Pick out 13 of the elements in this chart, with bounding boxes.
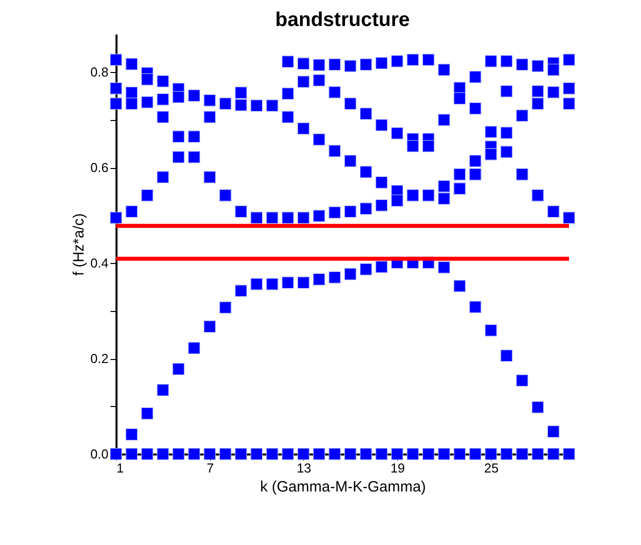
x-tick-label: 19	[390, 460, 405, 476]
y-tick-label: 0.2	[90, 351, 108, 366]
x-tick-label: 25	[484, 460, 499, 476]
y-tick-label: 0.6	[90, 160, 108, 176]
x-tick-label: 13	[296, 460, 312, 476]
y-tick-label: 0.0	[90, 446, 108, 462]
x-tick-label: 7	[206, 460, 214, 476]
y-tick-label: 0.8	[90, 64, 108, 80]
y-tick-label: 0.4	[90, 256, 108, 271]
x-axis-title: k (Gamma-M-K-Gamma)	[260, 478, 426, 496]
y-axis-title: f (Hz*a/c)	[70, 213, 88, 276]
chart-title: bandstructure	[275, 9, 410, 31]
x-tick-label: 1	[116, 460, 124, 476]
